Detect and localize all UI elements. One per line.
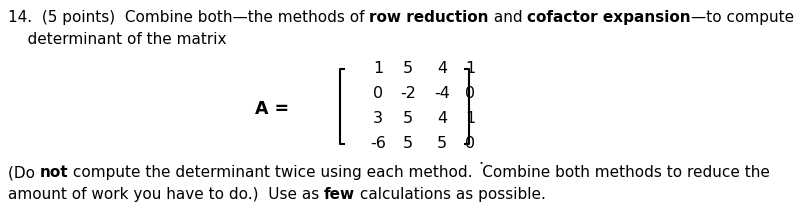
Text: compute the determinant twice using each method.  Combine both methods to reduce: compute the determinant twice using each… bbox=[69, 165, 771, 180]
Text: and: and bbox=[489, 10, 528, 25]
Text: 5: 5 bbox=[437, 136, 447, 151]
Text: row reduction: row reduction bbox=[369, 10, 489, 25]
Text: 0: 0 bbox=[373, 86, 383, 101]
Text: —to compute the: —to compute the bbox=[691, 10, 797, 25]
Text: 1: 1 bbox=[373, 61, 383, 76]
Text: few: few bbox=[324, 187, 355, 202]
Text: 5: 5 bbox=[403, 136, 413, 151]
Text: not: not bbox=[40, 165, 69, 180]
Text: .: . bbox=[478, 152, 483, 167]
Text: A =: A = bbox=[255, 100, 289, 118]
Text: 3: 3 bbox=[373, 111, 383, 126]
Text: 4: 4 bbox=[437, 61, 447, 76]
Text: 1: 1 bbox=[465, 111, 475, 126]
Text: 0: 0 bbox=[465, 136, 475, 151]
Text: (Do: (Do bbox=[8, 165, 40, 180]
Text: -6: -6 bbox=[370, 136, 386, 151]
Text: cofactor expansion: cofactor expansion bbox=[528, 10, 691, 25]
Text: 1: 1 bbox=[465, 61, 475, 76]
Text: determinant of the matrix: determinant of the matrix bbox=[8, 32, 226, 47]
Text: -2: -2 bbox=[400, 86, 416, 101]
Text: 5: 5 bbox=[403, 111, 413, 126]
Text: 5: 5 bbox=[403, 61, 413, 76]
Text: calculations as possible.: calculations as possible. bbox=[355, 187, 546, 202]
Text: amount of work you have to do.)  Use as: amount of work you have to do.) Use as bbox=[8, 187, 324, 202]
Text: -4: -4 bbox=[434, 86, 450, 101]
Text: 4: 4 bbox=[437, 111, 447, 126]
Text: 14.  (5 points)  Combine both—the methods of: 14. (5 points) Combine both—the methods … bbox=[8, 10, 369, 25]
Text: 0: 0 bbox=[465, 86, 475, 101]
